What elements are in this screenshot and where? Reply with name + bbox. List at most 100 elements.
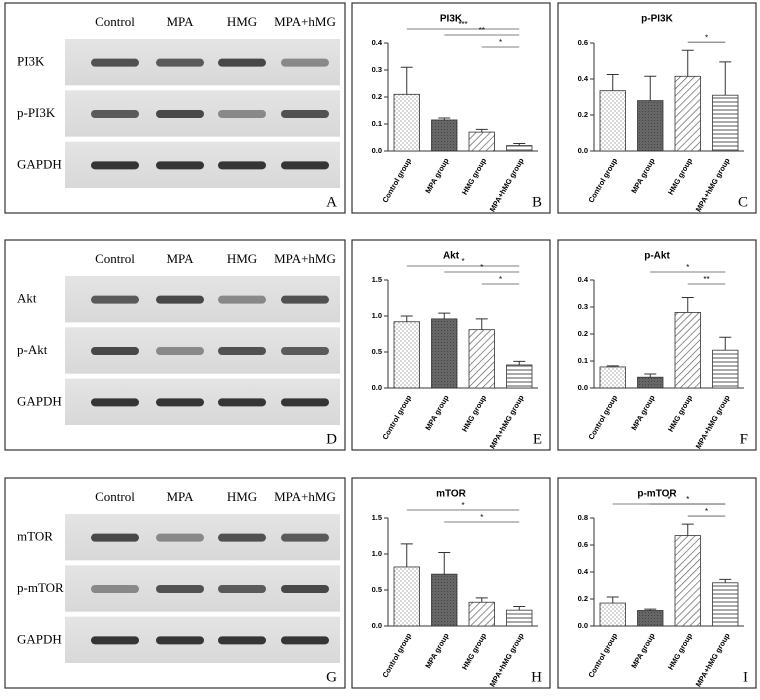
bar: [674, 535, 701, 627]
error-bar: [606, 365, 619, 367]
error-bar: [438, 552, 451, 575]
blot-band: [218, 636, 266, 645]
bar: [506, 609, 533, 627]
significance-label: **: [479, 26, 485, 35]
error-bar: [681, 49, 694, 77]
bar: [599, 602, 626, 627]
significance-label: *: [499, 38, 502, 47]
y-tick-label: 0.4: [578, 275, 589, 284]
chart-title: Akt: [443, 251, 460, 262]
y-tick-label: 0.5: [372, 347, 382, 356]
chart-title: p-Akt: [644, 251, 670, 262]
significance-label: *: [686, 263, 689, 272]
bar: [712, 94, 739, 152]
y-tick-label: 0.0: [372, 383, 382, 392]
y-tick-label: 0.3: [372, 65, 382, 74]
error-bar: [681, 297, 694, 313]
y-tick-label: 0.2: [578, 110, 588, 119]
panel-letter: H: [531, 669, 542, 685]
y-tick-label: 0.2: [578, 594, 588, 603]
significance-label: *: [667, 495, 670, 504]
row-label: GAPDH: [17, 156, 62, 171]
panel-letter: E: [533, 431, 542, 447]
blot-band: [281, 161, 329, 170]
bar: [637, 100, 664, 152]
blot-band: [281, 347, 329, 355]
row-label: Akt: [17, 291, 37, 306]
lane-label: MPA+hMG: [274, 14, 336, 29]
blot-band: [281, 58, 329, 67]
y-tick-label: 0.0: [578, 146, 588, 155]
panel-letter: G: [326, 669, 337, 685]
lane-label: Control: [95, 251, 135, 266]
panel-letter: I: [743, 669, 748, 685]
y-tick-label: 1.5: [372, 275, 382, 284]
error-bar: [475, 318, 488, 330]
chart-title: PI3K: [440, 14, 463, 25]
y-tick-label: 0.4: [578, 567, 589, 576]
y-tick-label: 0.3: [578, 302, 588, 311]
error-bar: [438, 312, 451, 319]
panel-letter: F: [740, 431, 748, 447]
bar: [712, 582, 739, 627]
y-tick-label: 0.1: [372, 119, 382, 128]
blot-band: [281, 110, 329, 118]
panel-letter: C: [738, 194, 748, 210]
row-label: PI3K: [17, 54, 45, 69]
blot-band: [91, 533, 139, 542]
bar: [393, 566, 420, 627]
bar: [599, 90, 626, 152]
y-tick-label: 0.0: [578, 621, 588, 630]
error-bar: [475, 128, 488, 133]
y-tick-label: 0.0: [372, 621, 382, 630]
blot-band: [91, 110, 139, 118]
row-label: GAPDH: [17, 631, 62, 646]
blot-band: [218, 58, 266, 67]
lane-label: MPA: [167, 251, 195, 266]
error-bar: [606, 596, 619, 604]
blot-band: [91, 161, 139, 170]
y-tick-label: 0.6: [578, 38, 588, 47]
bar: [506, 145, 533, 152]
y-tick-label: 1.5: [372, 513, 382, 522]
bar: [431, 573, 458, 627]
blot-band: [218, 585, 266, 593]
chart-panel: [351, 2, 551, 214]
significance-label: *: [686, 495, 689, 504]
error-bar: [513, 606, 526, 611]
lane-label: HMG: [227, 14, 257, 29]
chart-title: mTOR: [436, 489, 467, 500]
blot-band: [156, 295, 204, 304]
blot-band: [156, 58, 204, 67]
error-bar: [438, 117, 451, 120]
bar: [637, 610, 664, 627]
significance-label: *: [461, 257, 464, 266]
blot-band: [281, 585, 329, 593]
y-tick-label: 0.5: [372, 585, 382, 594]
lane-label: HMG: [227, 489, 257, 504]
significance-label: *: [705, 33, 708, 42]
error-bar: [644, 75, 657, 101]
blot-band: [91, 295, 139, 304]
error-bar: [644, 373, 657, 378]
blot-band: [218, 110, 266, 118]
significance-label: *: [499, 275, 502, 284]
blot-band: [91, 636, 139, 645]
blot-band: [156, 585, 204, 593]
bar: [468, 329, 495, 389]
blot-band: [218, 533, 266, 542]
blot-band: [91, 585, 139, 593]
bar: [393, 93, 420, 152]
bar: [712, 349, 739, 389]
bar: [431, 119, 458, 152]
blot-band: [156, 347, 204, 355]
blot-band: [218, 295, 266, 304]
error-bar: [400, 543, 413, 567]
blot-band: [218, 161, 266, 170]
error-bar: [513, 360, 526, 365]
error-bar: [719, 336, 732, 351]
blot-band: [156, 110, 204, 118]
y-tick-label: 1.0: [372, 311, 382, 320]
error-bar: [400, 66, 413, 95]
